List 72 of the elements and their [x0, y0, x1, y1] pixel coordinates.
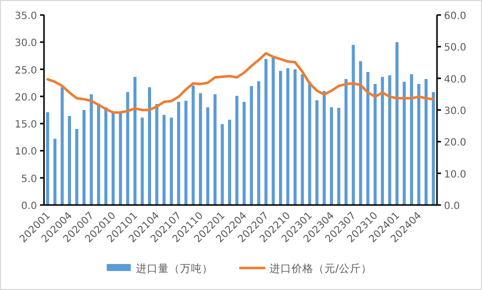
bar — [322, 91, 326, 205]
bar — [294, 69, 297, 205]
bar — [395, 42, 398, 205]
bar — [352, 44, 355, 205]
bar — [337, 108, 340, 205]
y-tick-label: 15.0 — [14, 120, 37, 131]
y-tick-label: 25.0 — [14, 65, 37, 76]
legend-label: 进口量（万吨） — [136, 262, 213, 275]
y2-tick-label: 40.0 — [444, 74, 466, 86]
bar — [235, 96, 238, 205]
bar — [184, 100, 188, 205]
bar — [272, 57, 275, 205]
bar — [286, 68, 290, 205]
bar — [112, 113, 115, 205]
bar — [75, 129, 78, 205]
bar — [417, 84, 420, 205]
bar — [177, 102, 180, 205]
bar — [140, 118, 144, 205]
bar — [308, 82, 312, 205]
y-tick-label: 30.0 — [14, 38, 37, 50]
bar — [344, 79, 348, 205]
y-tick-label: 35.0 — [14, 11, 37, 22]
bar — [97, 103, 100, 205]
y-tick-label: 0.0 — [21, 201, 37, 212]
bar — [380, 76, 384, 205]
y-tick-label: 20.0 — [14, 92, 37, 104]
bar — [192, 86, 195, 205]
bar — [68, 116, 71, 205]
bar — [82, 110, 86, 205]
bar — [126, 92, 130, 205]
bar — [104, 107, 108, 205]
bar — [206, 107, 210, 205]
y2-tick-label: 20.0 — [444, 138, 466, 149]
bar — [410, 74, 414, 205]
bar — [279, 70, 282, 205]
bar — [359, 61, 362, 205]
y-tick-label: 5.0 — [21, 174, 37, 185]
bar — [242, 102, 246, 205]
bar — [424, 79, 428, 205]
bar — [220, 124, 224, 205]
bar — [374, 84, 377, 205]
bar — [264, 58, 268, 205]
bar — [90, 94, 93, 205]
bar — [133, 76, 136, 205]
bar — [53, 138, 56, 205]
bar — [432, 92, 435, 205]
y-tick-label: 10.0 — [14, 146, 37, 158]
bar — [155, 104, 158, 205]
y2-tick-label: 50.0 — [444, 42, 466, 54]
bar — [300, 74, 304, 205]
bar — [257, 81, 260, 205]
bar — [402, 82, 406, 205]
line-series — [46, 52, 435, 114]
bar — [214, 94, 217, 205]
bar — [366, 72, 370, 205]
bar — [60, 87, 64, 205]
bar — [170, 118, 173, 205]
bar — [388, 75, 392, 205]
legend-label: 进口价格（元/公斤） — [269, 262, 372, 275]
bar — [315, 100, 318, 205]
bar — [330, 107, 333, 205]
y2-tick-label: 60.0 — [444, 11, 466, 22]
y2-tick-label: 0.0 — [444, 201, 460, 212]
bar — [228, 120, 232, 205]
bar — [46, 112, 50, 205]
y2-tick-label: 10.0 — [444, 169, 466, 180]
bar — [198, 93, 202, 205]
y2-tick-label: 30.0 — [444, 106, 466, 117]
bar — [162, 114, 166, 205]
bar — [148, 87, 152, 205]
bar — [118, 113, 122, 205]
bar — [250, 86, 253, 205]
